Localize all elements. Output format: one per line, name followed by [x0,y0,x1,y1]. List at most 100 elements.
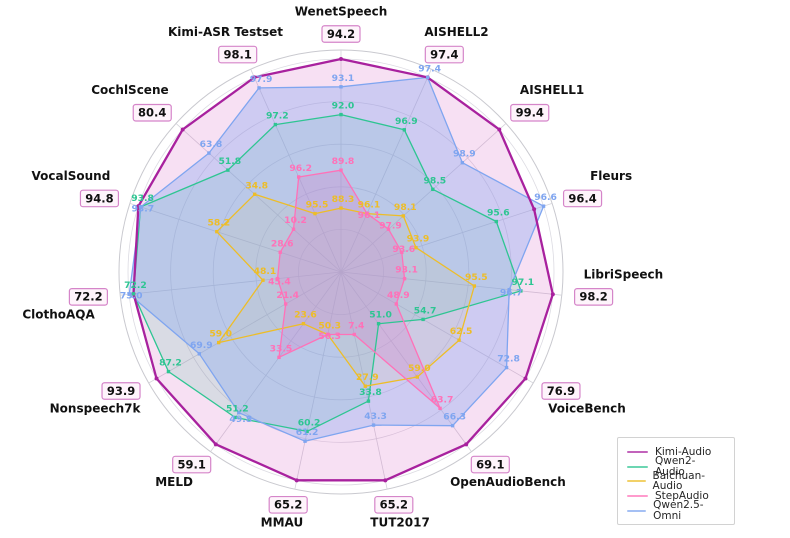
legend-item-Qwen2.5-Omni: Qwen2.5-Omni [627,500,725,521]
value-label-Baichuan-Audio: 96.1 [358,200,381,211]
data-point-Kimi-Audio [213,442,218,447]
value-label-StepAudio: 89.8 [332,156,355,167]
value-label-Qwen2-Audio: 33.8 [359,387,382,398]
value-label-StepAudio: 48.9 [387,290,410,301]
axis-title-VoiceBench: VoiceBench [548,402,626,416]
axis-title-TUT2017: TUT2017 [370,515,430,529]
value-label-Qwen2.5-Omni: 93.1 [332,73,355,84]
value-label-Qwen2-Audio: 97.1 [512,277,535,288]
series-line-StepAudio [276,169,441,409]
data-point-Qwen2-Audio [494,219,499,224]
value-label-StepAudio: 33.5 [270,343,293,354]
axis-spoke [210,271,342,452]
value-label-Qwen2-Audio: 97.2 [266,111,289,122]
value-label-StepAudio: 50.3 [318,331,341,342]
data-point-Baichuan-Audio [252,192,257,196]
value-label-Qwen2-Audio: 72.2 [124,280,147,291]
score-value-Nonspeech7k: 93.9 [107,384,135,398]
data-point-Qwen2-Audio [519,289,523,293]
data-point-Baichuan-Audio [414,245,418,250]
data-point-StepAudio [275,276,280,281]
axis-spoke [340,271,534,384]
axis-title-AISHELL1: AISHELL1 [520,83,584,97]
data-point-Baichuan-Audio [363,384,367,388]
legend-line-icon [627,509,647,512]
axis-spoke [175,123,342,273]
value-label-StepAudio: 96.2 [289,163,312,174]
axis-spoke [294,271,342,490]
value-label-Qwen2.5-Omni: 97.9 [250,74,273,85]
data-point-StepAudio [438,406,442,411]
data-point-Kimi-Audio [464,442,469,447]
series-fill-Qwen2-Audio [133,114,521,432]
data-point-Qwen2-Audio [402,128,407,132]
score-box-OpenAudioBench [470,455,510,474]
value-label-Qwen2-Audio: 98.5 [423,175,446,186]
score-value-LibriSpeech: 98.2 [579,290,607,304]
value-label-Qwen2.5-Omni: 72.8 [497,354,520,365]
data-point-Kimi-Audio [180,127,185,132]
data-point-Baichuan-Audio [216,340,221,345]
score-box-AISHELL1 [510,103,550,122]
legend-label: Kimi-Audio [655,446,712,459]
value-label-Qwen2-Audio: 96.9 [395,116,418,127]
series-fill-StepAudio [277,170,441,409]
series-fill-Kimi-Audio [133,59,553,481]
value-label-Qwen2.5-Omni: 49.8 [229,414,252,425]
axis-title-ClothoAQA: ClothoAQA [22,307,95,321]
data-point-Qwen2.5-Omni [507,287,511,292]
score-value-ClothoAQA: 72.2 [74,290,102,304]
value-label-StepAudio: 28.6 [271,238,294,249]
axis-title-LibriSpeech: LibriSpeech [584,267,664,281]
data-point-Qwen2.5-Omni [237,411,241,415]
data-point-Baichuan-Audio [339,206,343,210]
data-point-StepAudio [278,250,282,254]
value-label-Qwen2-Audio: 93.8 [131,193,154,204]
legend-item-Kimi-Audio: Kimi-Audio [627,445,725,460]
score-box-Nonspeech7k [101,382,141,400]
axis-spoke [340,271,388,490]
series-fill-Baichuan-Audio [216,194,475,387]
data-point-Kimi-Audio [339,57,343,61]
data-point-Qwen2.5-Omni [425,75,430,80]
data-point-Kimi-Audio [550,292,555,297]
legend-label: Qwen2-Audio [654,455,696,478]
data-point-Qwen2-Audio [339,112,343,117]
data-point-StepAudio [352,332,356,337]
data-point-Qwen2.5-Omni [197,352,201,356]
value-label-Baichuan-Audio: 48.1 [254,266,277,277]
value-label-Baichuan-Audio: 95.5 [306,200,329,211]
data-point-StepAudio [386,227,391,231]
data-point-StepAudio [394,302,399,306]
score-value-MMAU: 65.2 [274,498,302,512]
data-point-Qwen2.5-Omni [541,204,546,208]
data-point-Baichuan-Audio [472,284,477,288]
data-point-Baichuan-Audio [415,375,419,379]
score-box-Kimi-ASR Testset [218,45,258,64]
value-label-Qwen2.5-Omni: 73.0 [120,290,143,301]
legend-line-icon [627,451,648,454]
data-point-Qwen2.5-Omni [139,205,143,209]
value-label-StepAudio: 10.2 [284,215,307,226]
series-line-Baichuan-Audio [216,193,475,387]
value-label-Baichuan-Audio: 50.3 [318,321,341,332]
axis-spoke [340,69,432,273]
axis-title-Nonspeech7k: Nonspeech7k [50,402,142,416]
axis-spoke [340,123,507,273]
score-value-AISHELL2: 97.4 [430,47,458,61]
data-point-Qwen2-Audio [421,317,425,322]
data-point-Qwen2.5-Omni [371,423,376,427]
value-label-StepAudio: 7.4 [348,321,364,332]
value-label-Qwen2.5-Omni: 98.9 [453,149,476,160]
data-point-Qwen2-Audio [376,321,381,326]
score-box-VoiceBench [541,382,581,400]
legend-line-icon [627,465,648,468]
data-point-Qwen2.5-Omni [127,292,131,296]
data-point-Kimi-Audio [497,127,502,132]
data-point-Baichuan-Audio [457,338,461,342]
chart-legend: Kimi-Audio Qwen2-Audio Baichuan-Audio StepA… [617,437,735,525]
score-box-Fleurs [562,189,603,208]
axis-title-AISHELL2: AISHELL2 [424,25,488,39]
data-point-Qwen2-Audio [305,429,309,434]
